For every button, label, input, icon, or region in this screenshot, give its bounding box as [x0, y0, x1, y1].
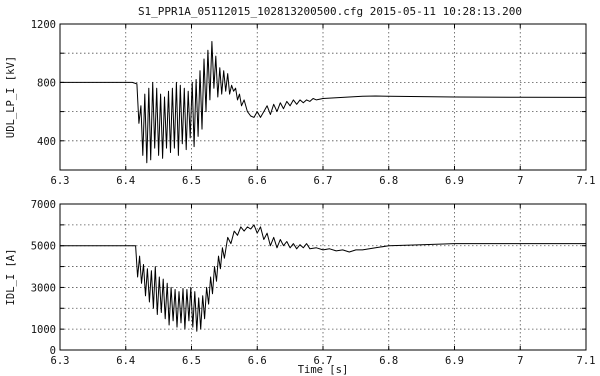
x-tick-label: 6.9 — [445, 175, 464, 187]
x-tick-label: 6.8 — [379, 175, 398, 187]
y-tick-label: 1000 — [31, 324, 56, 336]
y-tick-label: 1200 — [31, 19, 56, 31]
y-tick-label: 800 — [37, 77, 56, 89]
x-tick-label: 6.7 — [314, 175, 333, 187]
plot-idl-current: 6.3 6.4 6.5 6.6 6.7 6.8 6.9 7 7.1 0 1000 3000 5000 7… — [5, 199, 595, 376]
series-line — [60, 224, 586, 332]
x-tick-label: 7 — [517, 355, 523, 367]
x-tick-label: 6.6 — [248, 355, 267, 367]
x-axis-label: Time [s] — [298, 364, 349, 376]
grid — [60, 204, 586, 350]
tick-marks — [59, 23, 587, 170]
y-tick-label: 400 — [37, 136, 56, 148]
x-tick-label: 6.4 — [116, 175, 135, 187]
x-tick-label: 6.5 — [182, 175, 201, 187]
x-tick-label: 6.6 — [248, 175, 267, 187]
series-lines — [60, 41, 587, 164]
y-tick-label: 7000 — [31, 199, 56, 211]
series-lines — [60, 224, 586, 332]
x-tick-label: 6.3 — [51, 175, 70, 187]
x-tick-label: 6.7 — [314, 355, 333, 367]
x-tick-label: 6.4 — [116, 355, 135, 367]
x-tick-labels: 6.3 6.4 6.5 6.6 6.7 6.8 6.9 7 7.1 — [51, 355, 596, 367]
y-axis-label: IDL_I [A] — [5, 249, 17, 306]
x-tick-label: 6.9 — [445, 355, 464, 367]
x-tick-label: 6.3 — [51, 355, 70, 367]
y-tick-labels: 0 1000 3000 5000 7000 — [31, 199, 56, 357]
x-tick-label: 7.1 — [577, 355, 596, 367]
plot-udl-voltage: 6.3 6.4 6.5 6.6 6.7 6.8 6.9 7 7.1 400 800 1200 UDL… — [5, 19, 595, 187]
figure-title: S1_PPR1A_05112015_102813200500.cfg 2015-… — [138, 5, 522, 18]
y-tick-label: 3000 — [31, 282, 56, 294]
x-tick-label: 7.1 — [577, 175, 596, 187]
x-tick-labels: 6.3 6.4 6.5 6.6 6.7 6.8 6.9 7 7.1 — [51, 175, 596, 187]
y-tick-labels: 400 800 1200 — [31, 19, 56, 148]
y-tick-label: 5000 — [31, 241, 56, 253]
x-tick-label: 7 — [517, 175, 523, 187]
x-tick-label: 6.5 — [182, 355, 201, 367]
y-axis-label: UDL_LP_I [kV] — [5, 56, 17, 138]
series-line — [60, 41, 587, 164]
tick-marks — [59, 203, 587, 351]
x-tick-label: 6.8 — [379, 355, 398, 367]
y-tick-label: 0 — [50, 345, 56, 357]
